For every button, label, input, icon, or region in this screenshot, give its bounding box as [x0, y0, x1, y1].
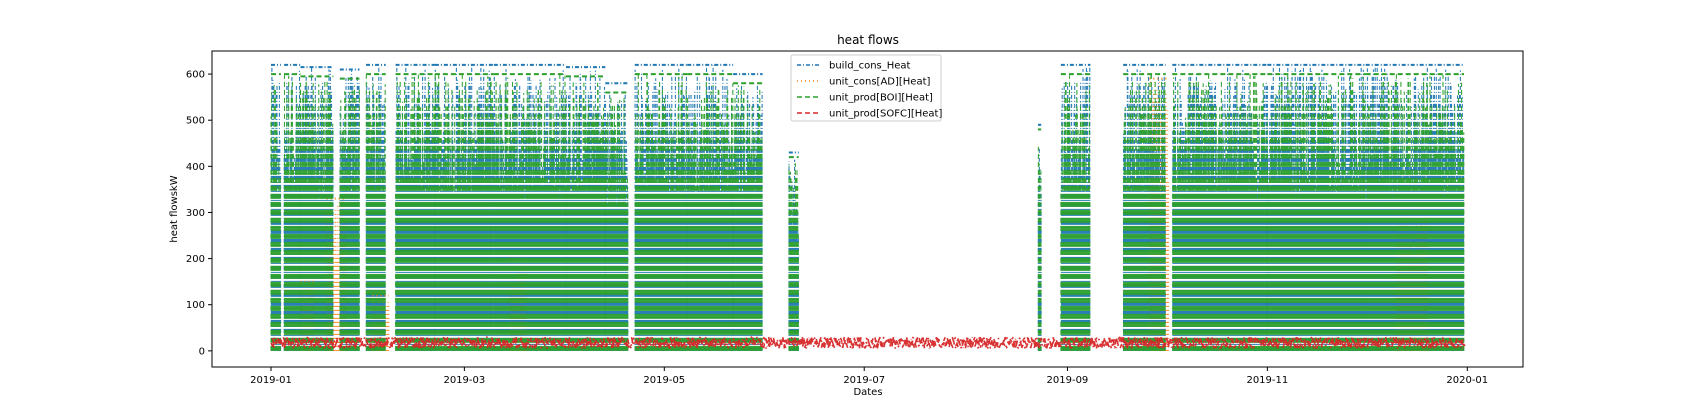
series-2-trace-4 — [365, 74, 386, 351]
series-2-trace-1 — [283, 74, 301, 351]
series-2-trace-19 — [1365, 74, 1465, 351]
legend: build_cons_Heat unit_cons[AD][Heat] unit_p… — [790, 54, 942, 122]
series-2-trace-15 — [1060, 75, 1091, 351]
legend-label-2: unit_prod[BOI][Heat] — [829, 93, 933, 104]
y-axis: 0 100 200 300 400 500 600 — [186, 70, 212, 357]
series-1-trace-1 — [326, 199, 347, 351]
series-2 — [270, 73, 1465, 351]
y-axis-label: heat flowskW — [169, 175, 180, 242]
series-2-trace-6 — [434, 74, 494, 351]
series-2-trace-16 — [1123, 74, 1166, 351]
series-2-trace-10 — [634, 74, 688, 351]
y-tick-label-2: 200 — [186, 254, 205, 265]
series-2-trace-9 — [604, 95, 629, 351]
series-2-trace-18 — [1266, 74, 1366, 351]
axes-frame — [211, 50, 1524, 368]
x-axis-label: Dates — [853, 387, 882, 398]
legend-box — [790, 54, 942, 122]
legend-label-3: unit_prod[SOFC][Heat] — [829, 109, 942, 120]
series-2-trace-0 — [270, 85, 281, 351]
chart-title: heat flows — [837, 33, 899, 47]
y-tick-label-5: 500 — [186, 116, 205, 127]
legend-label-0: build_cons_Heat — [829, 61, 911, 72]
x-tick-label-6: 2020-01 — [1446, 375, 1488, 386]
x-axis: 2019-01 2019-03 2019-05 2019-07 2019-09 2019-… — [250, 367, 1488, 386]
series-3 — [270, 336, 1466, 350]
x-tick-label-5: 2019-11 — [1246, 375, 1288, 386]
series-3-trace-2 — [1037, 336, 1466, 350]
series-2-trace-12 — [732, 85, 763, 351]
series-2-trace-14 — [1037, 146, 1042, 351]
series-2-trace-13 — [788, 163, 799, 351]
x-tick-label-2: 2019-05 — [643, 375, 685, 386]
series-2-trace-3 — [339, 85, 360, 351]
y-tick-label-6: 600 — [186, 70, 205, 81]
series-layer — [270, 63, 1466, 351]
x-tick-label-3: 2019-07 — [843, 375, 885, 386]
series-3-trace-1 — [765, 336, 1040, 350]
y-tick-label-4: 400 — [186, 162, 205, 173]
y-tick-label-0: 0 — [199, 346, 205, 357]
y-tick-label-1: 100 — [186, 300, 205, 311]
series-3-trace-0 — [270, 336, 767, 350]
series-2-trace-17 — [1172, 74, 1268, 351]
legend-label-1: unit_cons[AD][Heat] — [829, 77, 931, 88]
plot-area — [211, 50, 1524, 368]
series-2-trace-8 — [565, 82, 606, 351]
y-tick-label-3: 300 — [186, 208, 205, 219]
x-tick-label-0: 2019-01 — [250, 375, 292, 386]
x-tick-label-1: 2019-03 — [443, 375, 485, 386]
x-tick-label-4: 2019-09 — [1047, 375, 1089, 386]
series-2-trace-11 — [687, 81, 734, 351]
legend-items: build_cons_Heat unit_cons[AD][Heat] unit_p… — [797, 61, 942, 120]
series-2-trace-2 — [300, 80, 334, 351]
series-2-trace-7 — [493, 74, 567, 351]
series-2-trace-5 — [395, 74, 435, 351]
